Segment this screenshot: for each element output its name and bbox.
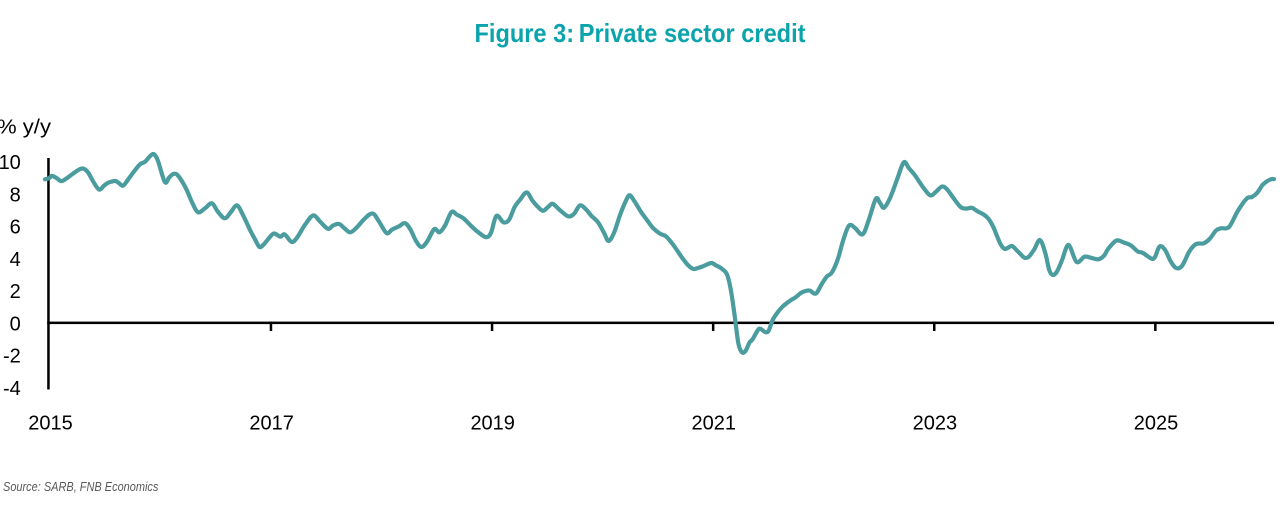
svg-text:Figure 3: Private sector credi: Figure 3: Private sector credit	[475, 18, 806, 48]
svg-text:2025: 2025	[1134, 413, 1179, 435]
svg-text:2021: 2021	[692, 413, 737, 435]
svg-text:2: 2	[10, 281, 21, 303]
svg-text:-4: -4	[3, 378, 21, 400]
svg-text:% y/y: % y/y	[0, 117, 51, 139]
svg-text:10: 10	[0, 152, 21, 174]
svg-text:6: 6	[10, 217, 21, 239]
svg-text:Source: SARB, FNB Economics: Source: SARB, FNB Economics	[3, 479, 159, 494]
svg-text:2015: 2015	[28, 413, 73, 435]
svg-text:-2: -2	[3, 346, 21, 368]
svg-text:8: 8	[10, 184, 21, 206]
svg-text:0: 0	[10, 313, 21, 335]
svg-text:2017: 2017	[249, 413, 294, 435]
svg-text:4: 4	[10, 249, 21, 271]
svg-text:2019: 2019	[470, 413, 515, 435]
svg-text:2023: 2023	[913, 413, 958, 435]
